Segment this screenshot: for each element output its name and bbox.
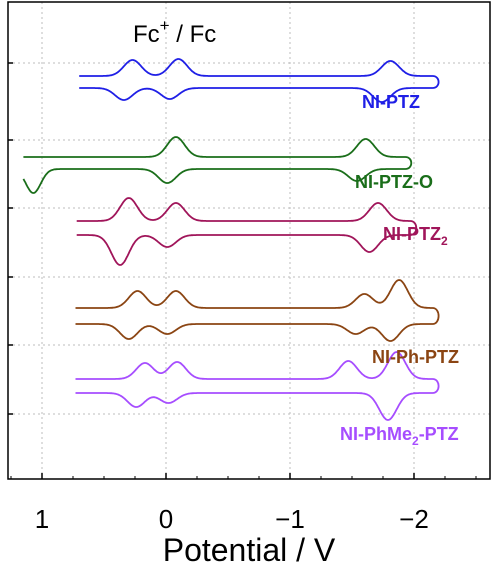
reference-label: Fc+ / Fc	[133, 16, 216, 48]
series-label-2: NI-PTZ-O	[355, 172, 433, 192]
series-label-main: NI-Ph-PTZ	[372, 347, 459, 367]
ref-label-superscript: +	[160, 16, 170, 35]
series-label-4: NI-Ph-PTZ	[372, 347, 459, 367]
series-label-1: NI-PTZ	[362, 92, 420, 112]
x-tick-label: 1	[35, 504, 49, 534]
y-ticks	[8, 62, 13, 415]
series-label-main: NI-PhMe	[340, 424, 412, 444]
series-label-main: NI-PTZ	[362, 92, 420, 112]
grid-lines	[8, 2, 490, 479]
series-label-main: NI-PTZ-O	[355, 172, 433, 192]
ref-label-rest: / Fc	[170, 21, 217, 48]
series-curve-2	[22, 136, 413, 194]
series-label-subscript: 2	[412, 434, 419, 448]
series-label-subscript: 2	[441, 234, 448, 248]
series-curve-5	[75, 351, 440, 421]
x-tick-label: 0	[159, 504, 173, 534]
series-curves	[22, 58, 440, 421]
x-tick-label: −2	[399, 504, 429, 534]
ref-label-main: Fc	[133, 21, 160, 48]
x-ticks: 1 0 −1 −2	[10, 473, 477, 534]
series-curve-4	[75, 279, 440, 342]
series-label-rest: -PTZ	[419, 424, 459, 444]
series-label-main: NI-PTZ	[383, 224, 441, 244]
series-label-5: NI-PhMe2-PTZ	[340, 424, 459, 448]
series-curve-3	[76, 197, 418, 266]
series-labels: NI-PTZNI-PTZ-ONI-PTZ2NI-Ph-PTZNI-PhMe2-P…	[340, 92, 459, 448]
series-label-3: NI-PTZ2	[383, 224, 448, 248]
series-curve-1	[78, 58, 440, 103]
x-tick-label: −1	[275, 504, 305, 534]
x-axis-title: Potential / V	[163, 532, 336, 567]
plot-frame	[7, 1, 491, 480]
